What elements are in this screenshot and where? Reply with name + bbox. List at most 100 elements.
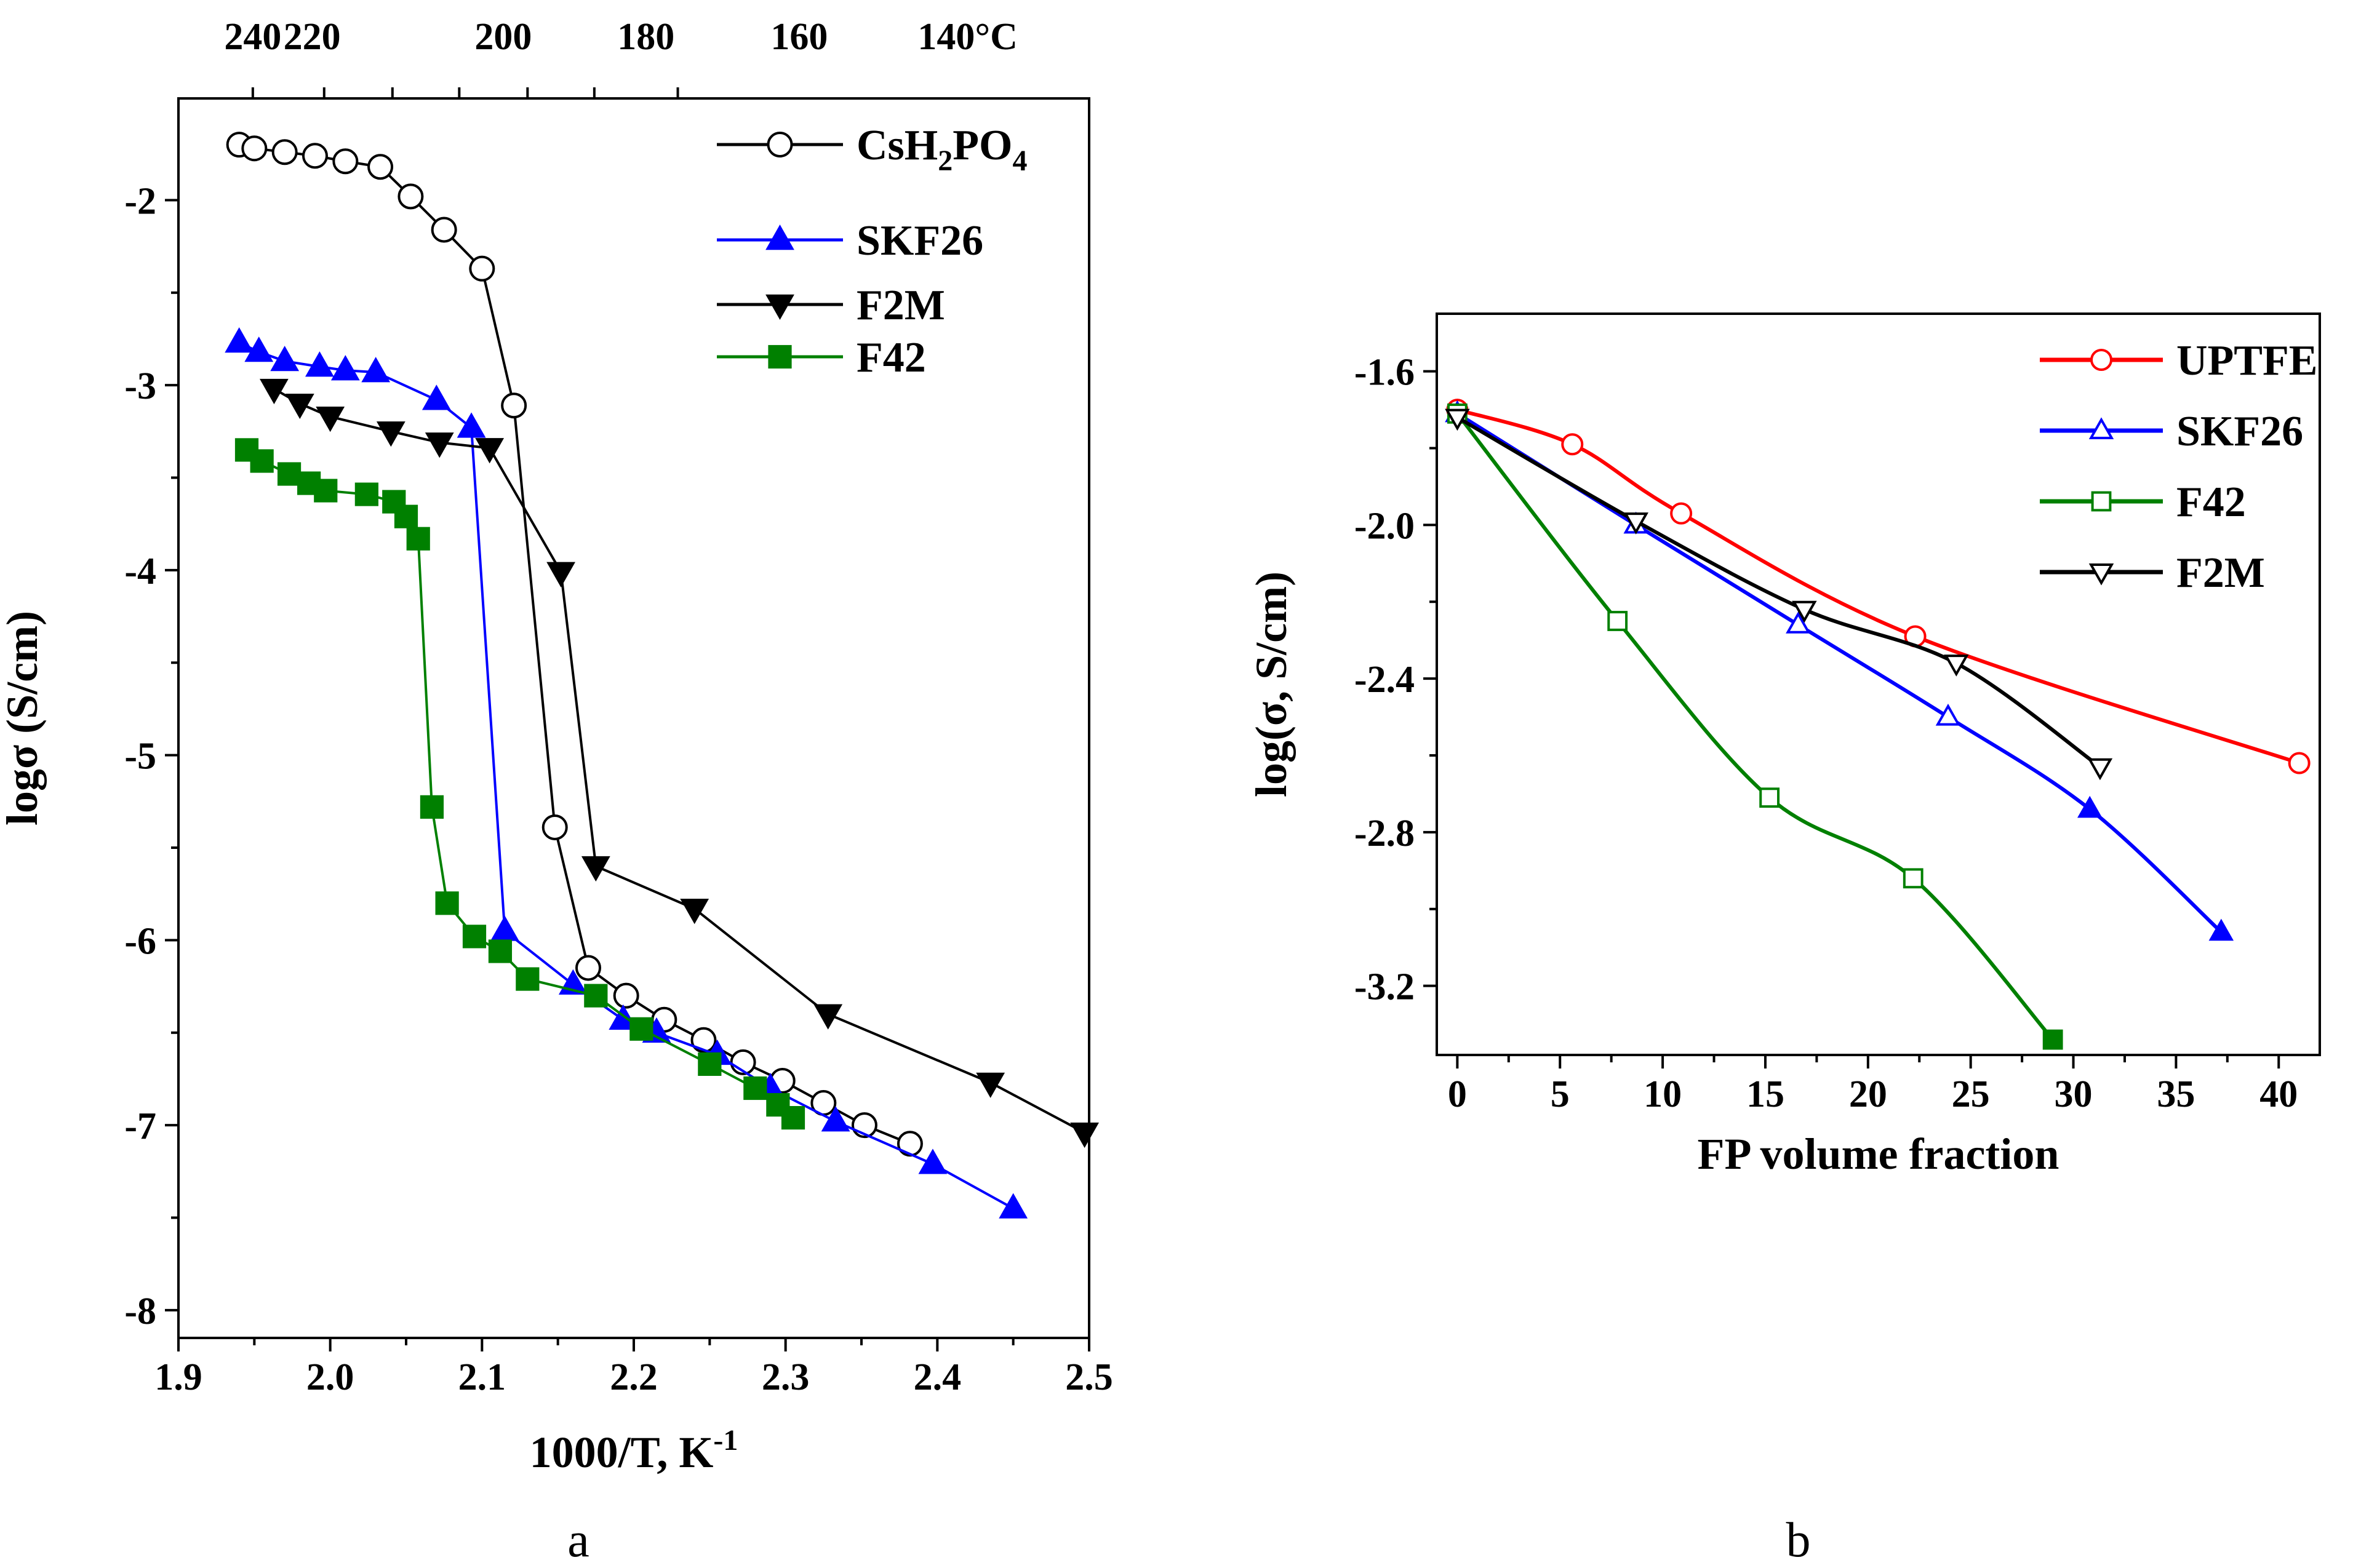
data-point-f42	[1903, 868, 1924, 889]
data-point-f2m	[1944, 655, 1969, 677]
top-tick-label: 200	[474, 16, 532, 58]
legend-entry-csh2po4: CsH2PO4	[717, 122, 1027, 177]
data-point-csh2po4	[469, 255, 495, 282]
y-axis-label: logσ (S/cm)	[0, 611, 47, 826]
data-point-skf26	[457, 412, 486, 438]
data-point-f2m	[1792, 600, 1817, 623]
data-point-f2m	[680, 899, 709, 925]
series-f42	[1447, 403, 2063, 1050]
data-point-f42	[584, 984, 608, 1008]
legend: CsH2PO4 SKF26 F2M F42	[717, 122, 1027, 381]
x-axis-label-main: FP volume fraction	[1698, 1129, 2059, 1179]
series-line-uptfe	[1456, 408, 2300, 765]
y-tick-label: -7	[124, 1105, 156, 1147]
y-tick-label: -4	[124, 551, 156, 592]
legend-label: F2M	[857, 282, 945, 329]
series-f42	[234, 438, 805, 1130]
y-tick-label: -2.0	[1354, 505, 1415, 547]
y-axis-label: log(σ, S/cm)	[1247, 571, 1296, 797]
panel-label: a	[567, 1513, 589, 1567]
x-tick-label: 15	[1746, 1073, 1784, 1115]
top-tick-label: 160	[770, 16, 828, 58]
plot-frame	[1436, 312, 2321, 1056]
data-point-f2m	[1623, 512, 1648, 535]
data-point-f42	[1607, 611, 1628, 631]
data-point-csh2po4	[541, 814, 568, 840]
y-tick-label: -2.8	[1354, 813, 1415, 854]
data-point-skf26	[2077, 795, 2103, 818]
y-tick-label: -6	[124, 920, 156, 962]
legend-entry-skf26: SKF26	[717, 217, 983, 265]
data-point-f42	[462, 925, 487, 949]
legend-label: CsH2PO4	[857, 122, 1027, 177]
legend-marker	[2088, 563, 2114, 586]
data-point-f42	[488, 939, 513, 963]
x-tick-label: 25	[1952, 1073, 1990, 1115]
x-tick-label: 40	[2259, 1073, 2298, 1115]
y-tick-label: -8	[124, 1291, 156, 1332]
x-tick-label: 20	[1849, 1073, 1887, 1115]
legend-entry-skf26: SKF26	[2040, 408, 2303, 455]
series-line-f42	[1455, 412, 2055, 1041]
data-point-csh2po4	[690, 1027, 717, 1053]
legend-entry-f42: F42	[717, 334, 926, 381]
data-point-skf26	[244, 336, 274, 362]
data-point-f42	[354, 482, 378, 506]
x-tick-label: 1.9	[154, 1356, 202, 1398]
chart-panel-b: 0 5 10 15 20 25 30 35 40 -1.6 -2.0 -2.4 -2.8 -3.2 FP v…	[1247, 312, 2321, 1567]
legend-label: SKF26	[857, 217, 983, 265]
series-line-skf26	[238, 341, 1014, 1210]
y-tick-label: -5	[124, 736, 156, 778]
data-point-f2m	[260, 378, 289, 405]
y-tick-label: -2	[124, 180, 156, 222]
data-point-csh2po4	[397, 183, 424, 210]
legend-label: F2M	[2176, 549, 2265, 597]
legend-label-sub: 4	[1012, 145, 1027, 177]
x-axis-label: 1000/T, K-1	[530, 1424, 738, 1477]
data-point-skf26	[330, 355, 360, 381]
legend-label: SKF26	[2176, 408, 2303, 455]
data-point-skf26	[821, 1106, 850, 1132]
top-tick-label: 220	[284, 16, 341, 58]
series-skf26	[225, 327, 1028, 1219]
data-point-csh2po4	[897, 1131, 923, 1157]
legend-marker	[768, 344, 792, 369]
data-point-f42	[2042, 1029, 2063, 1050]
data-point-csh2po4	[575, 955, 601, 981]
x-tick-label: 2.0	[306, 1356, 354, 1398]
series-skf26	[1445, 400, 2234, 941]
data-point-skf26	[1935, 703, 1961, 726]
legend-label: UPTFE	[2176, 337, 2317, 384]
x-axis-label-main: 1000/T, K	[530, 1428, 714, 1477]
data-point-skf26	[2208, 918, 2234, 941]
data-point-f42	[406, 527, 430, 551]
data-point-f2m	[813, 1004, 843, 1030]
data-point-f2m	[2087, 758, 2113, 781]
data-point-skf26	[270, 346, 300, 372]
data-point-f42	[394, 504, 418, 528]
legend-label-sub: 2	[938, 145, 953, 177]
legend-marker	[765, 225, 794, 250]
x-tick-label: 0	[1448, 1073, 1467, 1115]
data-point-f2m	[581, 856, 610, 882]
data-point-f2m	[475, 438, 505, 464]
data-point-f2m	[1070, 1122, 1099, 1148]
data-point-uptfe	[1561, 433, 1584, 456]
data-point-uptfe	[2288, 752, 2311, 774]
series-line-f42	[246, 448, 794, 1119]
data-point-f2m	[285, 393, 314, 420]
legend: UPTFE SKF26 F42 F2M	[2040, 337, 2317, 597]
data-point-csh2po4	[241, 135, 268, 162]
x-tick-label: 2.1	[458, 1356, 506, 1398]
y-tick-label: -3	[124, 365, 156, 407]
data-point-f42	[698, 1052, 722, 1076]
legend-label: F42	[2176, 479, 2246, 526]
x-tick-label: 5	[1551, 1073, 1570, 1115]
data-point-skf26	[490, 915, 519, 941]
data-point-csh2po4	[367, 154, 394, 180]
data-point-uptfe	[1670, 502, 1693, 525]
data-point-csh2po4	[501, 392, 527, 419]
legend-entry-f2m: F2M	[717, 282, 945, 329]
